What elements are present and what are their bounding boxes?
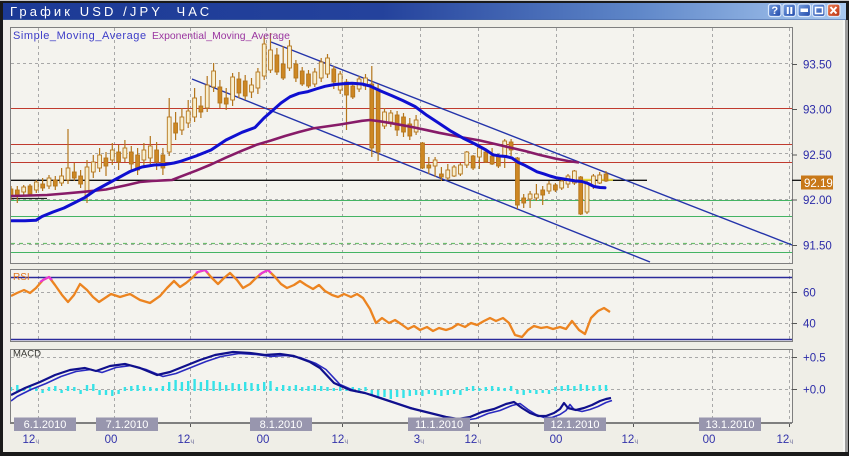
svg-text:93.50: 93.50 <box>803 60 832 72</box>
svg-text:92.19: 92.19 <box>804 178 833 190</box>
svg-text:3ч: 3ч <box>414 434 425 446</box>
svg-text:13.1.2010: 13.1.2010 <box>706 419 755 431</box>
svg-text:8.1.2010: 8.1.2010 <box>260 419 303 431</box>
svg-text:12.1.2010: 12.1.2010 <box>551 419 600 431</box>
svg-text:60: 60 <box>803 288 816 300</box>
svg-text:40: 40 <box>803 319 816 331</box>
svg-text:12ч: 12ч <box>622 434 639 446</box>
svg-text:00: 00 <box>105 434 118 446</box>
svg-text:RSI: RSI <box>13 272 30 283</box>
svg-text:Simple_Moving_Average: Simple_Moving_Average <box>13 30 147 42</box>
svg-text:+0.0: +0.0 <box>803 385 826 397</box>
svg-text:91.50: 91.50 <box>803 241 832 253</box>
svg-text:?: ? <box>771 5 778 17</box>
svg-text:7.1.2010: 7.1.2010 <box>106 419 149 431</box>
svg-text:12ч: 12ч <box>777 434 794 446</box>
svg-text:00: 00 <box>703 434 716 446</box>
svg-text:00: 00 <box>550 434 563 446</box>
svg-text:Exponential_Moving_Average: Exponential_Moving_Average <box>152 31 290 42</box>
svg-text:92.00: 92.00 <box>803 195 832 207</box>
svg-text:График USD /JPY ЧАС: График USD /JPY ЧАС <box>10 4 212 19</box>
svg-text:00: 00 <box>257 434 270 446</box>
svg-text:92.50: 92.50 <box>803 150 832 162</box>
svg-text:12ч: 12ч <box>178 434 195 446</box>
svg-text:12ч: 12ч <box>23 434 40 446</box>
svg-text:93.00: 93.00 <box>803 105 832 117</box>
svg-text:6.1.2010: 6.1.2010 <box>24 419 67 431</box>
svg-text:12ч: 12ч <box>465 434 482 446</box>
svg-text:+0.5: +0.5 <box>803 353 826 365</box>
svg-text:12ч: 12ч <box>332 434 349 446</box>
svg-text:11.1.2010: 11.1.2010 <box>415 419 463 431</box>
svg-text:MACD: MACD <box>13 349 41 360</box>
